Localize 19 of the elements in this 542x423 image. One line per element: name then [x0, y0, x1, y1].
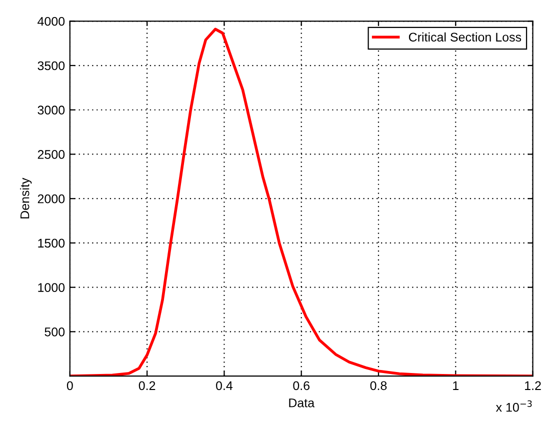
y-tick-label: 2500	[38, 150, 65, 159]
x-tick-label: 1.2	[525, 381, 541, 390]
y-tick-label: 4000	[38, 16, 65, 26]
x-tick-label: 0.8	[370, 381, 387, 390]
x-tick-label: 0.2	[138, 381, 156, 390]
x-tick-label: 0.4	[216, 381, 233, 390]
x-tick-label: 1	[453, 381, 459, 390]
y-axis-title: Density	[20, 178, 32, 218]
legend-label: Critical Section Loss	[408, 32, 522, 42]
y-tick-label: 1000	[38, 283, 65, 292]
y-tick-label: 3500	[38, 61, 65, 70]
y-tick-label: 3000	[38, 106, 65, 115]
y-tick-label: 500	[44, 327, 65, 336]
x-axis-title: Data	[289, 398, 315, 408]
y-tick-label: 2000	[38, 194, 65, 204]
x-tick-label: 0	[66, 381, 73, 390]
text: x 10$^{−3}$	[496, 400, 532, 412]
y-tick-label: 1500	[38, 238, 65, 248]
x-tick-label: 0.6	[293, 381, 310, 390]
